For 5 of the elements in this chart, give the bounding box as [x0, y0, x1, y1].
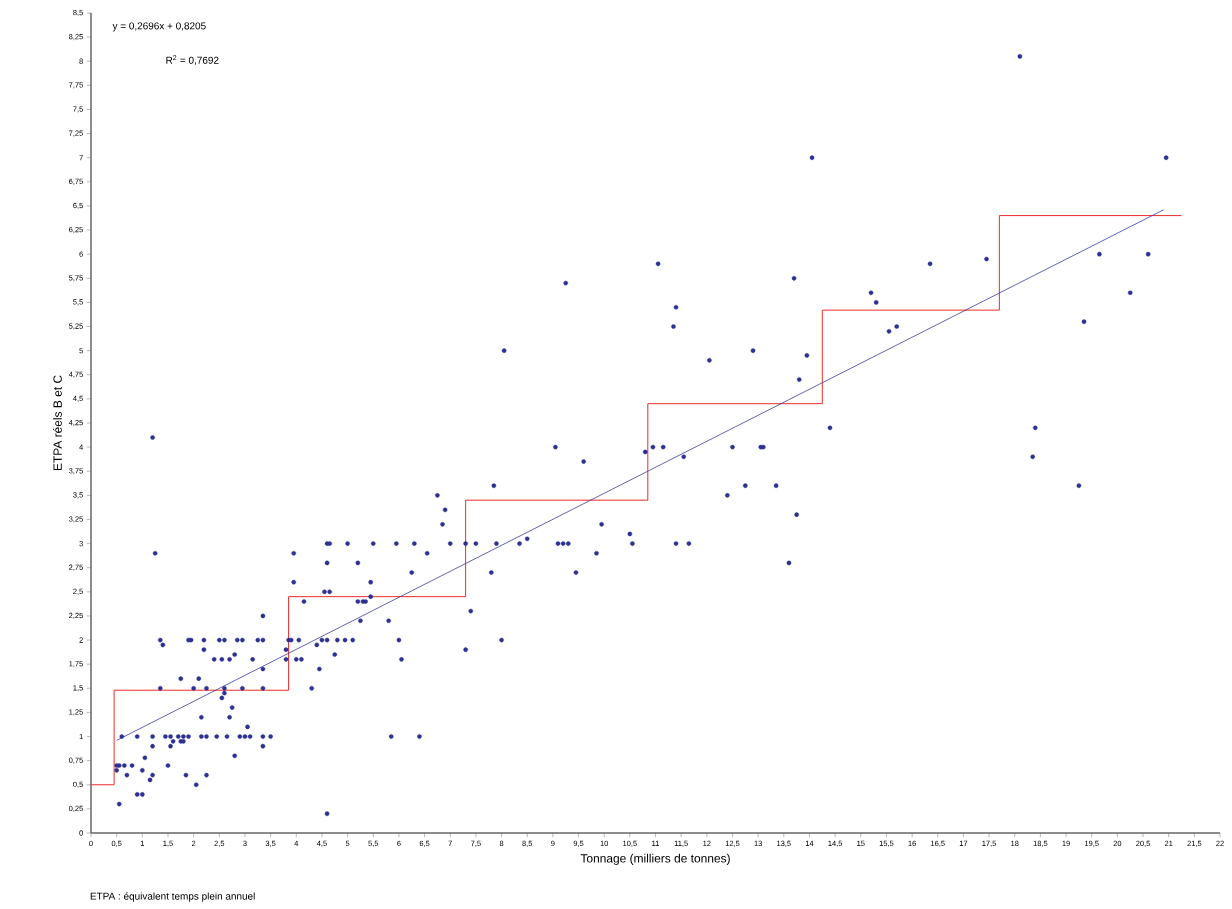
x-axis-title: Tonnage (milliers de tonnes) — [580, 853, 730, 865]
text: ETPA : équivalent temps plein annuel — [90, 892, 255, 902]
annotation: y = 0,2696x + 0,8205 — [112, 22, 206, 32]
annotation: R$^{2}$ = 0,7692 — [166, 55, 219, 65]
y-axis-title: ETPA réels B et C — [52, 375, 62, 471]
